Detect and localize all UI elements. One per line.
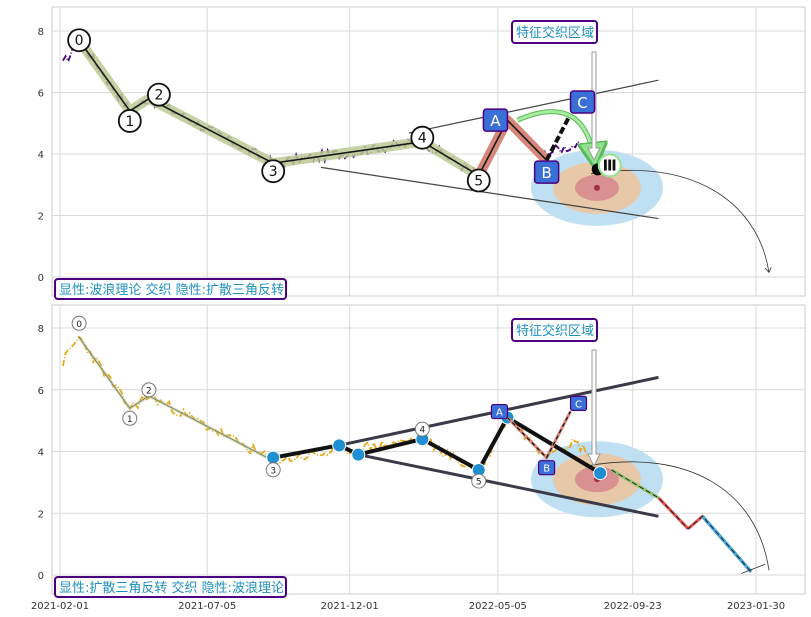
abc-label-box: [538, 460, 556, 476]
abc-label-box: [482, 108, 509, 132]
wave-label: 5: [474, 174, 483, 190]
bottom-caption-box: 显性:扩散三角反转 交织 隐性:波浪理论: [54, 576, 287, 598]
wave-label: 2: [154, 88, 163, 104]
wave-thin-band: [77, 336, 274, 463]
upper-trendline: [408, 79, 659, 134]
pattern-point: [593, 466, 608, 481]
wave-label-circle: [261, 159, 286, 184]
x-tick-label: 2021-12-01: [321, 601, 379, 612]
pattern-point: [266, 450, 281, 465]
y-tick-label: 4: [38, 448, 44, 459]
wave-label: 4: [418, 131, 427, 147]
x-tick-label: 2021-07-05: [178, 601, 236, 612]
bottom-caption: 显性:扩散三角反转 交织 隐性:波浪理论: [59, 580, 284, 596]
wave-label: 5: [476, 478, 482, 488]
top-callout: 特征交织区域: [516, 25, 594, 41]
abc-label: B: [541, 164, 551, 182]
y-tick-label: 8: [38, 27, 44, 38]
wave-label-circle: [117, 109, 142, 133]
lower-trendline: [320, 166, 659, 220]
wave-label: 1: [125, 114, 134, 130]
bottom-panel: 0 2 4 6 8 2021-02-01 2021-07-05 2021-12-01 2022…: [31, 304, 806, 612]
abc-label: A: [496, 408, 503, 419]
wave-line: [78, 39, 480, 177]
abc-label: B: [543, 464, 550, 475]
wave-label: 3: [270, 466, 276, 476]
top-grid: [52, 7, 805, 296]
bottom-callout-box: 特征交织区域: [511, 318, 598, 342]
bottom-y-ticks: 0 2 4 6 8: [38, 324, 44, 582]
abc-label: C: [577, 94, 587, 112]
top-y-ticks: 0 2 4 6 8: [38, 27, 44, 284]
wave-label: 3: [269, 164, 278, 180]
callout-pointer: [587, 349, 601, 468]
top-panel: 0 2 4 6 8 0 1 2 3 4 5 A B C Ⅲ 显性:波浪理论 交织 隐性:扩散三角反转 特征…: [38, 6, 806, 300]
projection-curve: [590, 170, 769, 272]
wave-label-circle: [147, 82, 171, 107]
wave-label-circle: [410, 125, 435, 150]
wave-c-dashed: [544, 113, 573, 162]
abc-label-box: [569, 395, 588, 411]
pattern-point: [332, 438, 347, 453]
y-tick-label: 2: [38, 212, 44, 223]
wave-label: 2: [146, 386, 152, 396]
wave-label-circle: [67, 28, 92, 53]
wave-label: 4: [419, 426, 425, 436]
abc-label-box: [490, 403, 509, 420]
x-tick-label: 2022-05-05: [469, 601, 527, 612]
y-tick-label: 0: [38, 571, 44, 582]
corrective-dashed: [506, 411, 572, 459]
y-tick-label: 2: [38, 509, 44, 520]
wave-label-circle: [141, 382, 157, 398]
abc-label: A: [490, 112, 501, 130]
y-tick-label: 6: [38, 386, 44, 397]
wave-label: 0: [75, 33, 84, 49]
x-tick-label: 2023-01-30: [727, 601, 785, 612]
projection-curve: [590, 461, 770, 571]
wave-iii-circle: [597, 153, 622, 178]
wave-label-circle: [414, 421, 430, 437]
y-tick-label: 8: [38, 324, 44, 335]
y-tick-label: 6: [38, 89, 44, 100]
top-content: 0 1 2 3 4 5 A B C Ⅲ: [62, 28, 769, 272]
top-caption: 显性:波浪理论 交织 隐性:扩散三角反转: [59, 282, 284, 298]
x-tick-label: 2022-09-23: [604, 601, 662, 612]
abc-label-box: [569, 90, 596, 114]
wave-label: 1: [127, 415, 133, 425]
wave-label-circle: [71, 315, 87, 331]
wave-label: 0: [76, 320, 82, 330]
top-caption-box: 显性:波浪理论 交织 隐性:扩散三角反转: [54, 278, 287, 300]
bottom-content: 0 1 2 3 4 5 A B C: [62, 315, 770, 574]
wave-label-circle: [466, 168, 491, 193]
pattern-point: [351, 447, 366, 462]
bottom-plot-frame: [51, 304, 806, 595]
bottom-callout: 特征交织区域: [516, 323, 594, 339]
top-callout-box: 特征交织区域: [511, 20, 598, 44]
bottom-grid: [52, 305, 805, 594]
projection-end-tick: [741, 563, 766, 574]
abc-label-box: [533, 160, 560, 184]
wave-label-circle: [122, 410, 138, 426]
x-tick-label: 2021-02-01: [31, 601, 89, 612]
wave-label-circle: [265, 462, 281, 478]
projection-dashed: [611, 469, 752, 573]
wave-label-circle: [471, 473, 487, 489]
x-axis-ticks: 2021-02-01 2021-07-05 2021-12-01 2022-05-05…: [31, 601, 785, 612]
abc-label: C: [575, 399, 582, 410]
top-zone-center: [594, 184, 600, 191]
wave-iii-label: Ⅲ: [603, 156, 617, 174]
lower-trendline: [357, 453, 659, 518]
y-tick-label: 0: [38, 273, 44, 284]
y-tick-label: 4: [38, 150, 44, 161]
